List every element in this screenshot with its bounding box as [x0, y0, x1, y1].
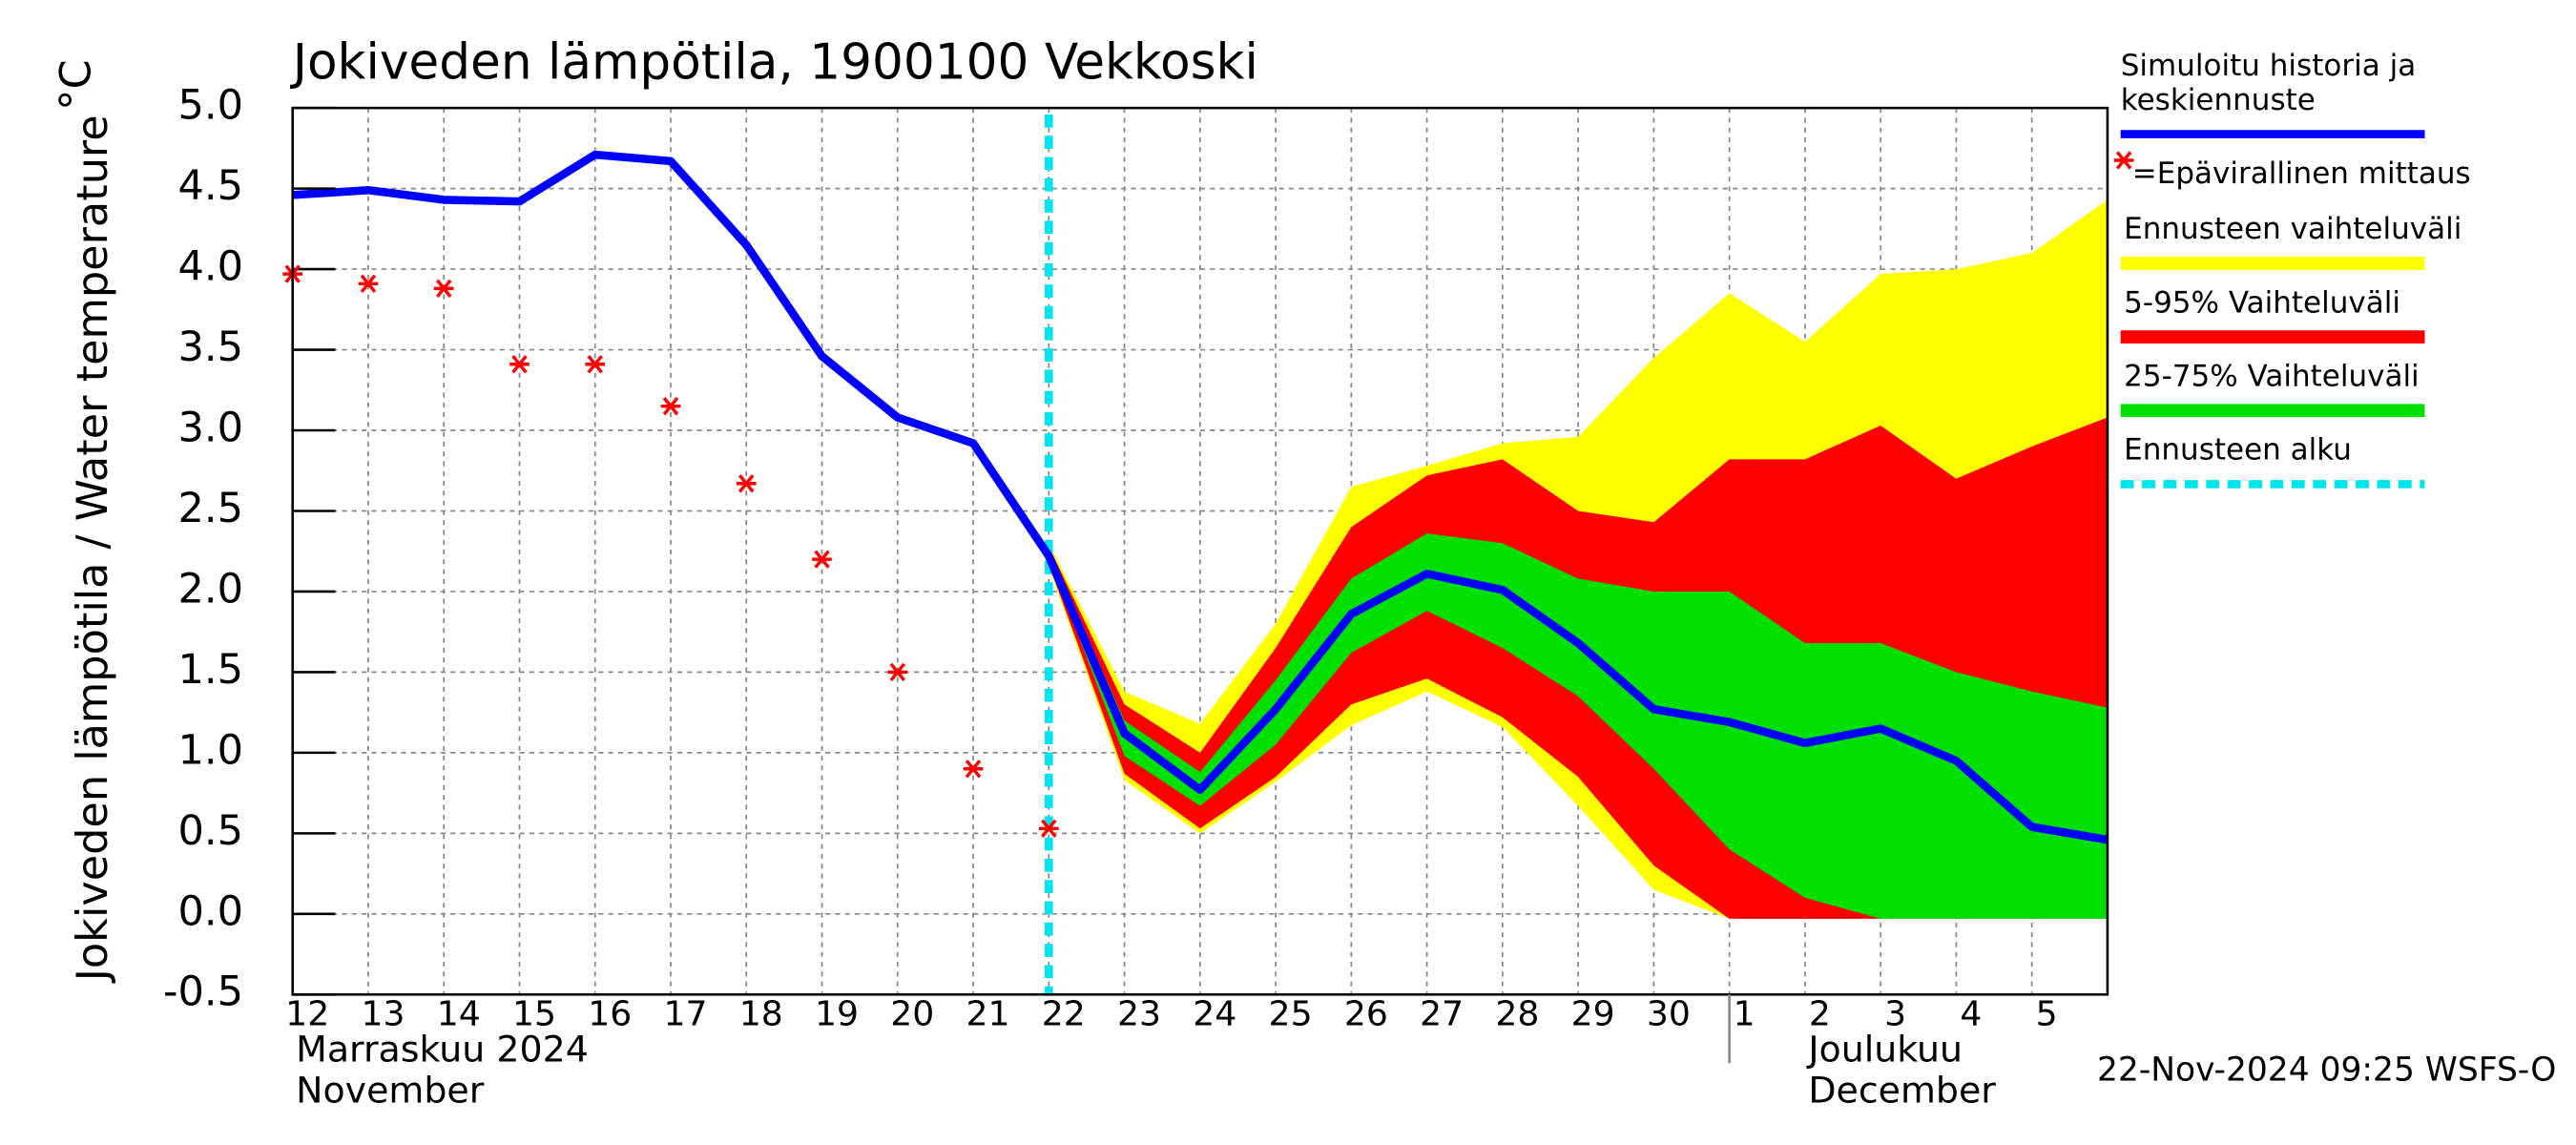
plot-area — [291, 107, 2109, 996]
y-tick-label: -0.5 — [163, 968, 243, 1016]
measurement-point — [812, 550, 832, 569]
month-label: Joulukuu — [1806, 1029, 1963, 1071]
x-tick-label: 28 — [1495, 994, 1539, 1034]
y-axis-label: Jokiveden lämpötila / Water temperature — [68, 114, 117, 984]
x-tick-label: 20 — [890, 994, 934, 1034]
measurement-point — [660, 397, 681, 416]
x-tick-label: 15 — [512, 994, 556, 1034]
band-area — [1049, 533, 2108, 919]
x-tick-label: 24 — [1193, 994, 1236, 1034]
measurement-point — [1038, 819, 1059, 838]
legend-marker — [2113, 151, 2134, 170]
y-tick-label: 1.0 — [178, 726, 243, 774]
y-tick-label: 4.0 — [178, 243, 243, 291]
legend-label: Simuloitu historia ja keskiennuste — [2120, 49, 2417, 118]
x-tick-label: 1 — [1734, 994, 1755, 1034]
chart-title: Jokiveden lämpötila, 1900100 Vekkoski — [290, 34, 1258, 92]
y-tick-label: 3.5 — [178, 323, 243, 371]
x-tick-label: 13 — [361, 994, 405, 1034]
measurement-point — [433, 279, 454, 298]
footer: 22-Nov-2024 09:25 WSFS-O — [2097, 1051, 2556, 1089]
y-tick-label: 2.5 — [178, 485, 243, 532]
x-tick-label: 14 — [437, 994, 481, 1034]
x-tick-label: 21 — [966, 994, 1010, 1034]
x-tick-label: 5 — [2036, 994, 2058, 1034]
x-tick-label: 25 — [1269, 994, 1313, 1034]
y-tick-label: 1.5 — [178, 646, 243, 694]
measurement-point — [358, 274, 379, 293]
measurement-point — [736, 474, 757, 493]
legend-label: 25-75% Vaihteluväli — [2124, 360, 2420, 394]
y-tick-label: 0.5 — [178, 807, 243, 855]
x-tick-label: 3 — [1884, 994, 1906, 1034]
legend-label: =Epävirallinen mittaus — [2132, 156, 2471, 191]
x-tick-label: 27 — [1420, 994, 1464, 1034]
y-tick-label: 4.5 — [178, 162, 243, 210]
y-tick-label: 3.0 — [178, 405, 243, 452]
x-tick-label: 19 — [815, 994, 859, 1034]
x-tick-label: 17 — [663, 994, 707, 1034]
month-label: December — [1808, 1070, 1996, 1112]
x-tick-label: 12 — [285, 994, 329, 1034]
measurement-point — [585, 355, 606, 374]
series-line — [292, 150, 2109, 844]
y-tick-label: 5.0 — [178, 82, 243, 130]
y-unit: °C — [52, 59, 101, 110]
legend-text-box: Simuloitu historia ja keskiennuste — [2120, 49, 2417, 118]
legend-label: 5-95% Vaihteluväli — [2124, 285, 2400, 320]
legend-label: Ennusteen vaihteluväli — [2124, 212, 2462, 246]
x-tick-label: 26 — [1344, 994, 1388, 1034]
x-tick-label: 22 — [1042, 994, 1086, 1034]
measurement-point — [887, 662, 908, 682]
x-tick-label: 18 — [739, 994, 783, 1034]
month-label: November — [296, 1070, 485, 1112]
x-tick-label: 4 — [1960, 994, 1982, 1034]
x-tick-label: 30 — [1647, 994, 1691, 1034]
x-tick-label: 16 — [588, 994, 632, 1034]
y-tick-label: 0.0 — [178, 887, 243, 935]
x-tick-label: 2 — [1809, 994, 1831, 1034]
legend-label: Ennusteen alku — [2124, 433, 2352, 468]
plot-frame — [291, 106, 2109, 996]
x-tick-label: 29 — [1571, 994, 1615, 1034]
month-label: Marraskuu 2024 — [296, 1029, 589, 1071]
measurement-point — [963, 760, 984, 779]
x-tick-label: 23 — [1117, 994, 1161, 1034]
measurement-point — [509, 355, 530, 374]
y-tick-label: 2.0 — [178, 566, 243, 614]
